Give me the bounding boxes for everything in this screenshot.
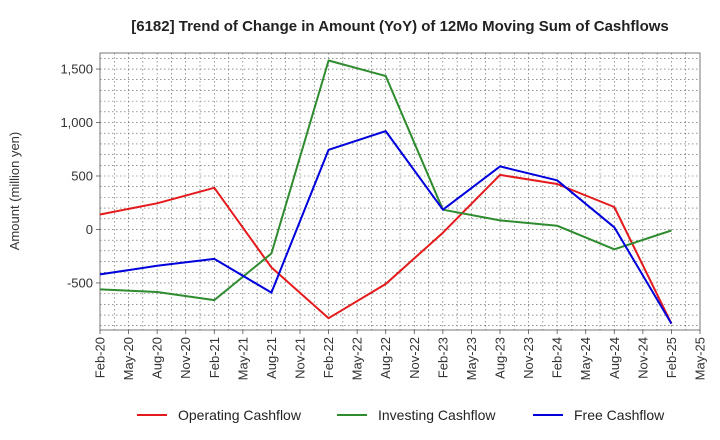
series-line-investing-cashflow xyxy=(99,59,672,302)
series-layer xyxy=(99,59,673,325)
y-tick-label: 1,000 xyxy=(60,115,93,130)
x-tick-label: May-22 xyxy=(350,337,365,380)
x-tick-label: Nov-22 xyxy=(407,337,422,379)
plot-frame xyxy=(99,52,701,331)
x-tick-label: Nov-21 xyxy=(293,337,308,379)
x-tick-label: May-24 xyxy=(578,337,593,380)
series-line-free-cashflow xyxy=(99,130,673,325)
x-tick-label: May-23 xyxy=(464,337,479,380)
legend-label-free-cashflow: Free Cashflow xyxy=(574,407,665,423)
y-tick-label: 500 xyxy=(71,168,93,183)
x-tick-label: Aug-23 xyxy=(493,337,508,379)
x-tick-label: Aug-24 xyxy=(607,337,622,379)
x-tick-label: May-21 xyxy=(235,337,250,380)
x-tick-label: Feb-25 xyxy=(664,337,679,378)
x-tick-label: Feb-24 xyxy=(550,337,565,378)
x-tick-label: Feb-21 xyxy=(207,337,222,378)
x-tick-label: May-20 xyxy=(121,337,136,380)
x-tick-label: Feb-23 xyxy=(435,337,450,378)
x-tick-label: Aug-22 xyxy=(378,337,393,379)
series-line-operating-cashflow xyxy=(99,173,673,325)
x-tick-label: Aug-21 xyxy=(264,337,279,379)
x-tick-label: Nov-20 xyxy=(178,337,193,379)
x-tick-label: Aug-20 xyxy=(150,337,165,379)
x-tick-label: Nov-24 xyxy=(635,337,650,379)
x-tick-label: May-25 xyxy=(693,337,708,380)
y-tick-label: 0 xyxy=(86,222,93,237)
grid-layer xyxy=(100,53,700,330)
y-tick-label: 1,500 xyxy=(60,62,93,77)
y-axis-label: Amount (million yen) xyxy=(7,132,22,251)
x-tick-label: Feb-20 xyxy=(93,337,108,378)
y-tick-label: -500 xyxy=(67,275,93,290)
legend-label-investing-cashflow: Investing Cashflow xyxy=(378,407,496,423)
legend-label-operating-cashflow: Operating Cashflow xyxy=(178,407,302,423)
x-tick-label: Feb-22 xyxy=(321,337,336,378)
y-tick-labels: 1,500 1,000 500 0 -500 xyxy=(60,62,100,290)
legend: Operating Cashflow Investing Cashflow Free… xyxy=(137,407,665,423)
chart-title: [6182] Trend of Change in Amount (YoY) o… xyxy=(131,18,669,35)
x-tick-labels: Feb-20 May-20 Aug-20 Nov-20 Feb-21 May-21 Aug-… xyxy=(93,330,708,380)
x-tick-label: Nov-23 xyxy=(521,337,536,379)
